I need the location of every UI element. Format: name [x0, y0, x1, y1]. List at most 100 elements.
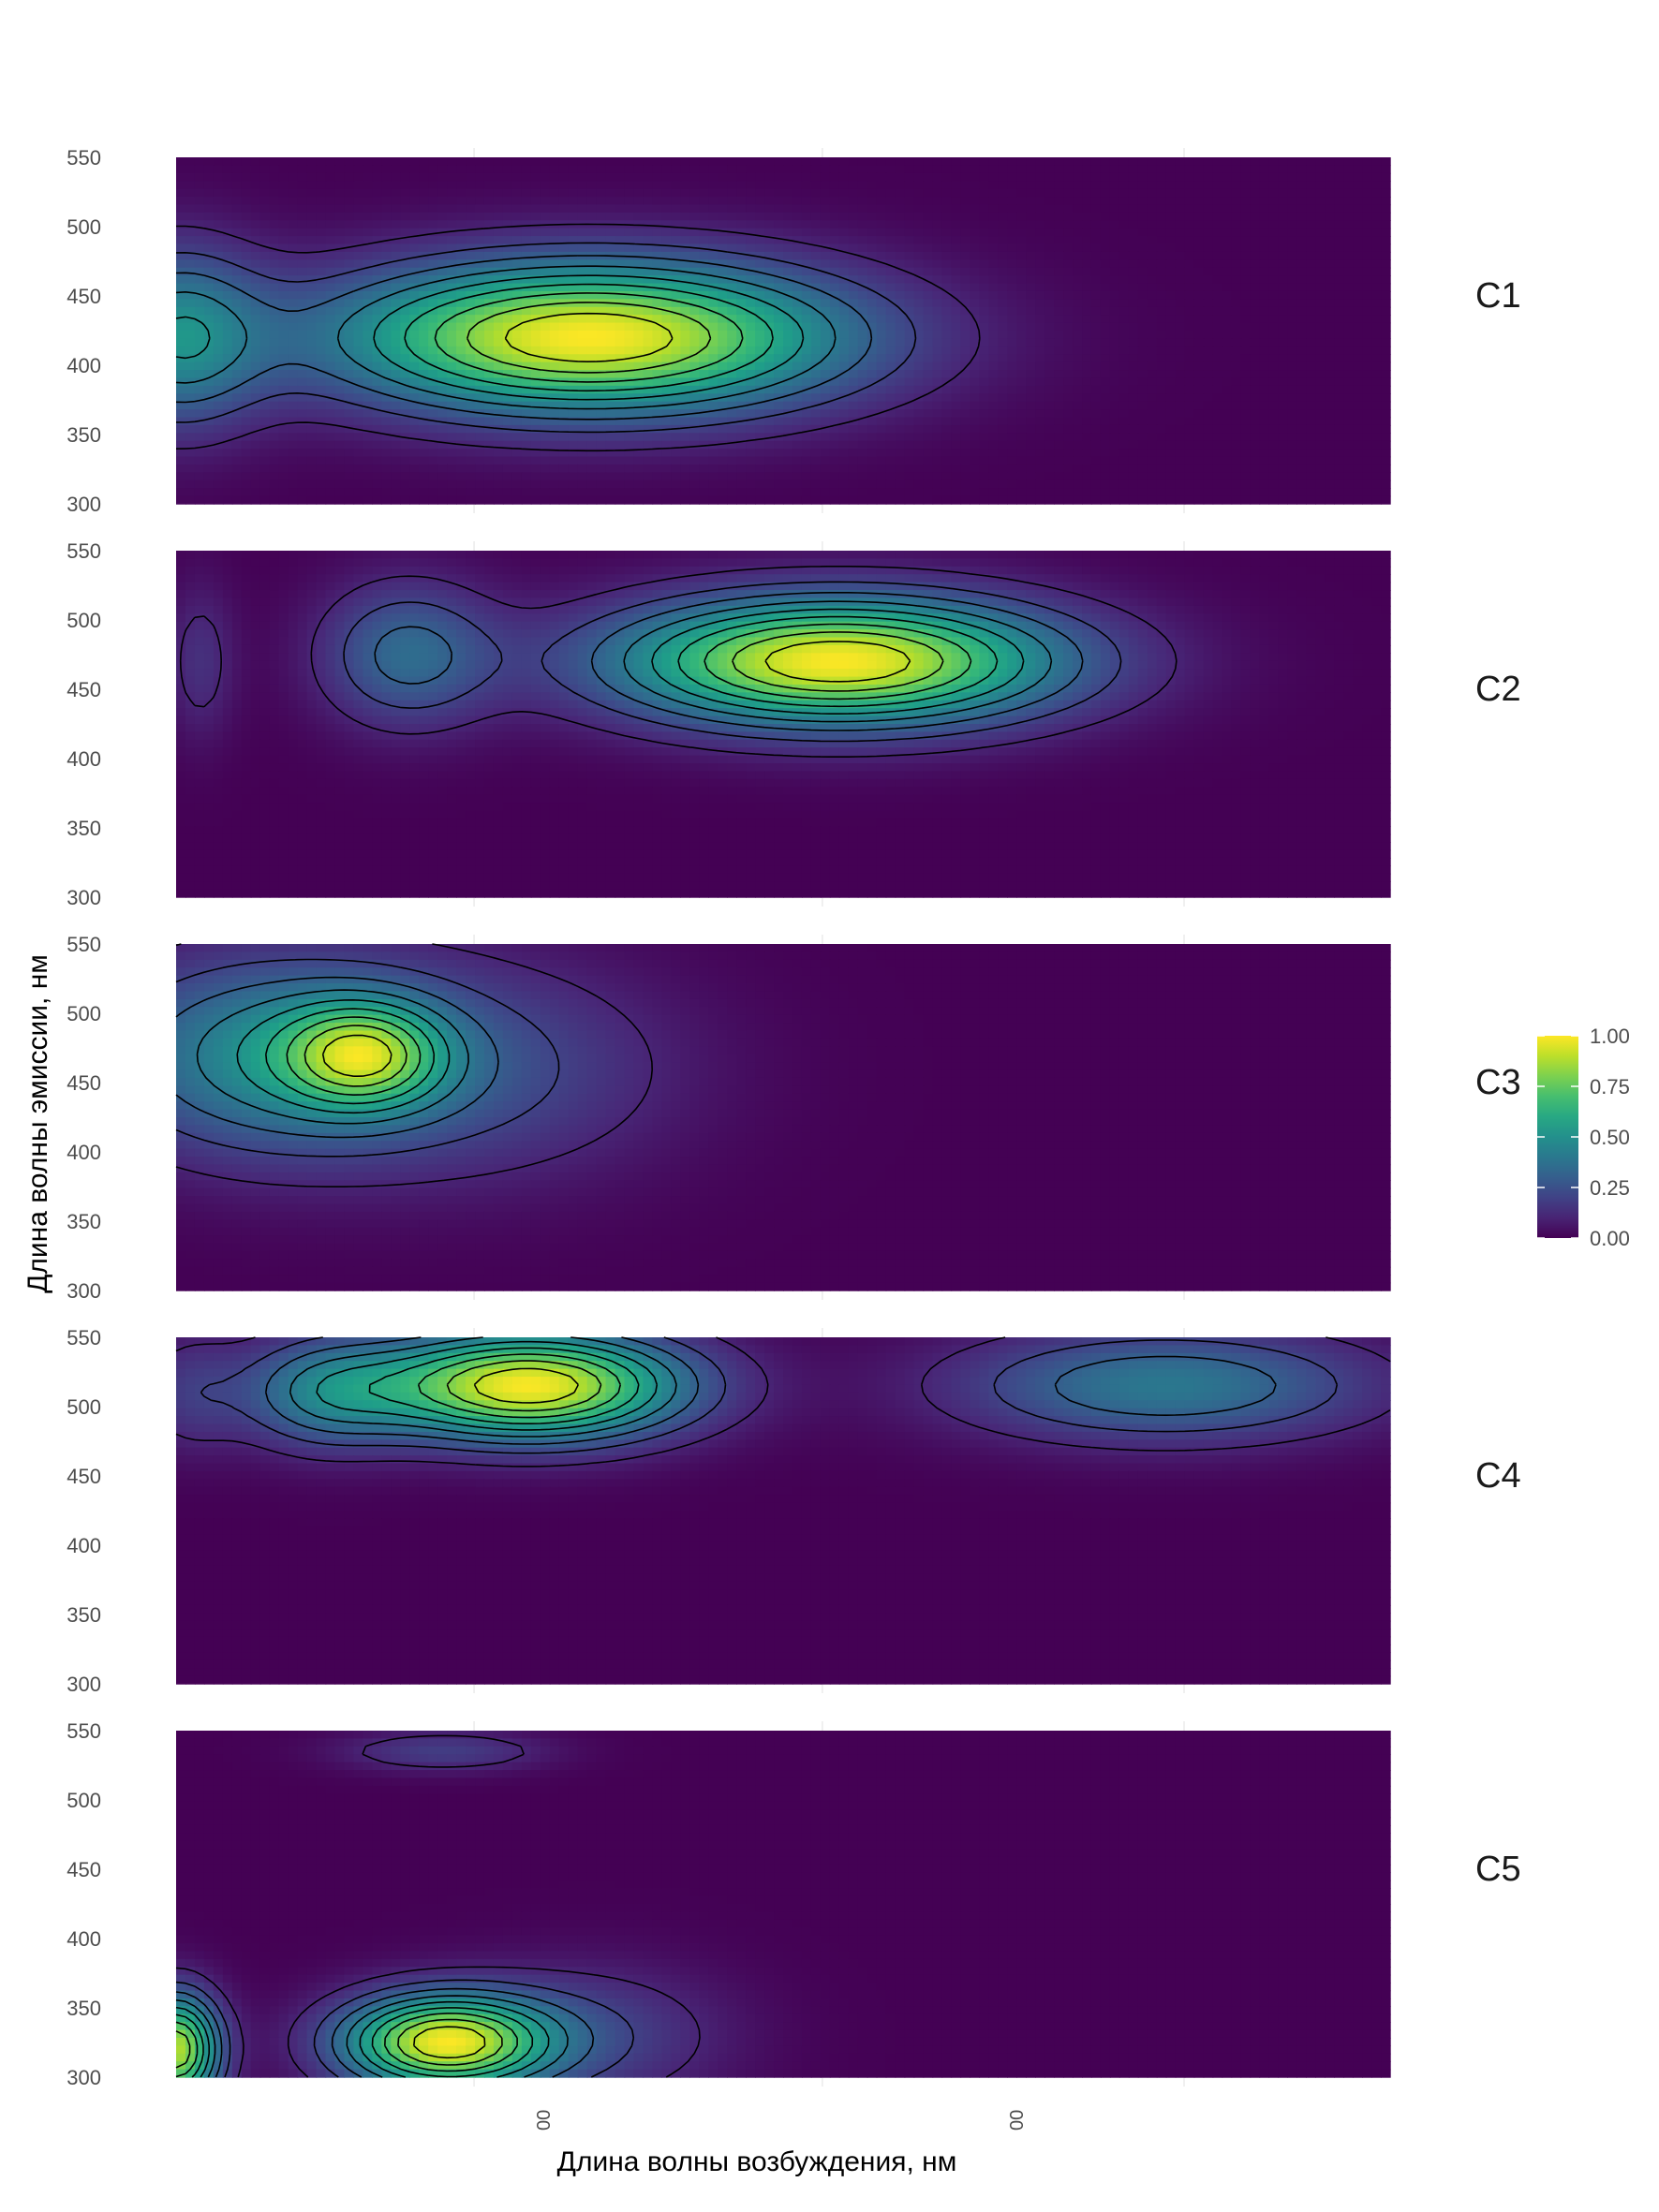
heatmap-cell: [821, 338, 831, 347]
heatmap-cell: [484, 189, 495, 198]
heatmap-cell: [951, 307, 961, 316]
heatmap-cell: [381, 362, 392, 371]
heatmap-cell: [1016, 165, 1027, 173]
heatmap-cell: [708, 347, 718, 355]
heatmap-cell: [381, 197, 392, 205]
heatmap-cell: [1063, 173, 1074, 182]
heatmap-cell: [587, 204, 598, 213]
heatmap-cell: [214, 165, 224, 173]
heatmap-cell: [1007, 165, 1017, 173]
heatmap-cell: [541, 157, 551, 166]
heatmap-cell: [941, 244, 952, 253]
heatmap-cell: [1110, 173, 1120, 182]
heatmap-cell: [512, 377, 523, 386]
heatmap-cell: [792, 377, 803, 386]
heatmap-cell: [289, 347, 299, 355]
heatmap-cell: [541, 307, 551, 316]
heatmap-cell: [746, 393, 756, 402]
heatmap-cell: [1044, 386, 1055, 394]
heatmap-cell: [569, 165, 579, 173]
heatmap-cell: [1063, 236, 1074, 244]
heatmap-cell: [1063, 197, 1074, 205]
heatmap-cell: [279, 165, 289, 173]
heatmap-cell: [1054, 244, 1064, 253]
heatmap-cell: [1054, 189, 1064, 198]
heatmap-cell: [680, 213, 690, 221]
heatmap-cell: [307, 315, 318, 323]
heatmap-cell: [1213, 331, 1223, 339]
heatmap-cell: [988, 347, 999, 355]
heatmap-cell: [1240, 157, 1251, 166]
heatmap-cell: [811, 315, 822, 323]
heatmap-cell: [1204, 370, 1214, 378]
heatmap-cell: [289, 204, 299, 213]
heatmap-cell: [1232, 284, 1242, 292]
heatmap-cell: [559, 173, 570, 182]
heatmap-cell: [1129, 275, 1139, 284]
heatmap-cell: [1296, 362, 1307, 371]
heatmap-cell: [1063, 244, 1074, 253]
heatmap-cell: [1101, 157, 1111, 166]
heatmap-cell: [1259, 181, 1269, 189]
heatmap-cell: [1259, 197, 1269, 205]
heatmap-cell: [680, 347, 690, 355]
heatmap-cell: [774, 173, 784, 182]
heatmap-cell: [1148, 377, 1158, 386]
heatmap-cell: [1296, 291, 1307, 300]
heatmap-cell: [1063, 157, 1074, 166]
heatmap-cell: [1287, 189, 1297, 198]
heatmap-cell: [718, 165, 728, 173]
heatmap-cell: [260, 236, 271, 244]
heatmap-cell: [334, 331, 345, 339]
heatmap-cell: [214, 157, 224, 166]
heatmap-cell: [1278, 189, 1288, 198]
heatmap-cell: [1325, 220, 1335, 229]
heatmap-cell: [185, 204, 196, 213]
heatmap-cell: [334, 157, 345, 166]
heatmap-cell: [1073, 377, 1083, 386]
heatmap-cell: [746, 236, 756, 244]
heatmap-cell: [1110, 197, 1120, 205]
heatmap-cell: [774, 181, 784, 189]
heatmap-cell: [531, 268, 541, 276]
heatmap-cell: [176, 181, 186, 189]
heatmap-cell: [279, 157, 289, 166]
heatmap-cell: [1204, 236, 1214, 244]
heatmap-cell: [1101, 229, 1111, 237]
heatmap-cell: [1232, 291, 1242, 300]
heatmap-cell: [1110, 362, 1120, 371]
heatmap-cell: [475, 370, 485, 378]
heatmap-cell: [671, 259, 681, 268]
heatmap-cell: [1287, 354, 1297, 362]
heatmap-cell: [550, 197, 560, 205]
heatmap-cell: [905, 370, 915, 378]
heatmap-cell: [979, 189, 989, 198]
heatmap-cell: [1213, 323, 1223, 332]
heatmap-cell: [905, 157, 915, 166]
heatmap-cell: [615, 197, 626, 205]
heatmap-cell: [1325, 236, 1335, 244]
heatmap-cell: [746, 204, 756, 213]
heatmap-cell: [1044, 268, 1055, 276]
heatmap-cell: [391, 189, 401, 198]
heatmap-cell: [671, 386, 681, 394]
heatmap-cell: [839, 181, 850, 189]
heatmap-cell: [896, 259, 906, 268]
heatmap-cell: [1250, 331, 1260, 339]
heatmap-cell: [1222, 252, 1233, 260]
heatmap-cell: [792, 181, 803, 189]
heatmap-cell: [578, 204, 588, 213]
heatmap-cell: [1306, 370, 1316, 378]
heatmap-cell: [633, 370, 644, 378]
heatmap-cell: [260, 284, 271, 292]
heatmap-cell: [708, 173, 718, 182]
heatmap-cell: [1306, 307, 1316, 316]
heatmap-cell: [886, 354, 896, 362]
heatmap-cell: [1268, 244, 1279, 253]
heatmap-cell: [1381, 370, 1391, 378]
heatmap-cell: [1110, 315, 1120, 323]
heatmap-cell: [597, 197, 607, 205]
heatmap-cell: [307, 244, 318, 253]
heatmap-cell: [1035, 197, 1045, 205]
heatmap-cell: [708, 299, 718, 307]
